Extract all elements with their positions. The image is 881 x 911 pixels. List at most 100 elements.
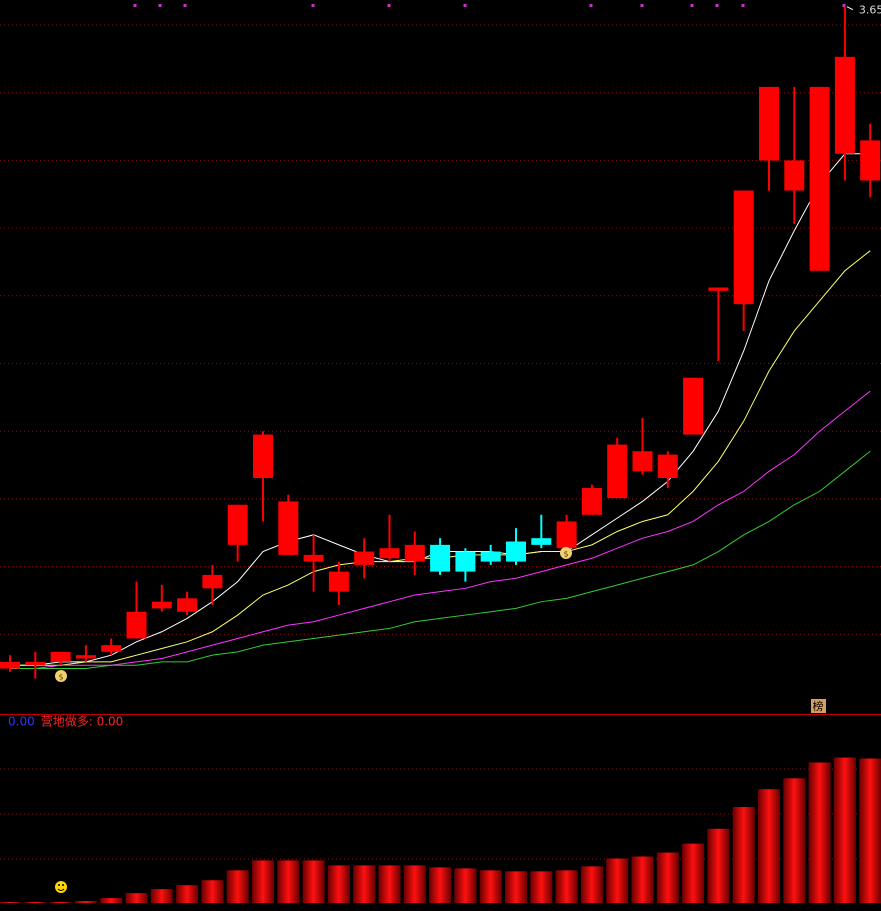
high-marker bbox=[846, 6, 854, 11]
indicator-bar bbox=[277, 860, 300, 903]
indicator-bar bbox=[252, 860, 274, 903]
indicator-bar bbox=[176, 885, 199, 903]
signal-dot bbox=[640, 4, 644, 7]
candle-body bbox=[303, 554, 324, 562]
candle-body bbox=[75, 655, 96, 659]
candle-body bbox=[733, 190, 754, 305]
high-label: 3.65 bbox=[859, 4, 881, 17]
signal-dot bbox=[589, 4, 593, 7]
indicator-bar bbox=[100, 898, 123, 903]
candle-body bbox=[759, 86, 779, 161]
indicator-bar bbox=[454, 868, 477, 903]
svg-text:$: $ bbox=[563, 550, 568, 559]
indicator-bar bbox=[0, 902, 21, 903]
candle-body bbox=[379, 548, 400, 559]
candle-body bbox=[708, 287, 729, 291]
indicator-bar bbox=[707, 828, 730, 903]
money-icon: $ bbox=[55, 670, 67, 682]
smiley-icon bbox=[55, 881, 67, 893]
moving-average-line bbox=[10, 250, 871, 666]
signal-dots bbox=[133, 4, 846, 7]
indicator-bar bbox=[201, 880, 224, 903]
signal-dot bbox=[842, 4, 846, 7]
candle-body bbox=[860, 140, 881, 181]
candle-body bbox=[430, 544, 451, 572]
moving-average-line bbox=[10, 390, 871, 670]
candle-body bbox=[581, 488, 602, 515]
indicator-label: 营地做多: 0.00 bbox=[41, 714, 124, 729]
candle-body bbox=[834, 56, 855, 154]
price-panel: 3.65 bbox=[0, 4, 881, 679]
indicator-bar bbox=[606, 858, 629, 903]
indicator-bar bbox=[859, 758, 881, 903]
candle-body bbox=[506, 541, 526, 562]
indicator-bar bbox=[479, 870, 502, 903]
indicator-bar bbox=[631, 856, 654, 903]
candle-body bbox=[683, 377, 704, 435]
indicator-panel: 0.00 营地做多: 0.00 bbox=[0, 714, 881, 903]
candle-body bbox=[531, 538, 552, 545]
grid bbox=[0, 24, 881, 860]
candle-body bbox=[455, 551, 476, 572]
indicator-bar bbox=[327, 865, 350, 903]
candle-body bbox=[177, 598, 198, 612]
candle-body bbox=[278, 501, 299, 555]
indicator-bar bbox=[125, 893, 148, 903]
candle-body bbox=[809, 86, 830, 271]
candle-body bbox=[227, 504, 248, 545]
money-icon: $ bbox=[560, 547, 572, 559]
indicator-bar bbox=[49, 902, 72, 903]
indicator-bar bbox=[580, 866, 603, 903]
indicator-bar bbox=[74, 901, 97, 903]
signal-dot bbox=[133, 4, 137, 7]
indicator-bar bbox=[403, 865, 426, 903]
candle-body bbox=[556, 521, 577, 549]
indicator-bar bbox=[302, 860, 325, 903]
candle-body bbox=[50, 651, 71, 662]
indicator-bar bbox=[758, 789, 780, 903]
candle-body bbox=[101, 645, 122, 652]
indicator-bar bbox=[783, 778, 806, 903]
candle-body bbox=[607, 444, 628, 499]
indicator-bar bbox=[833, 757, 856, 903]
candle-body bbox=[202, 574, 223, 589]
indicator-bar bbox=[505, 871, 527, 903]
indicator-bar bbox=[429, 867, 452, 903]
candle-body bbox=[328, 571, 349, 592]
signal-dot bbox=[741, 4, 745, 7]
moving-average-line bbox=[10, 450, 871, 670]
indicator-bar bbox=[555, 870, 578, 903]
indicator-bar bbox=[530, 871, 553, 903]
indicator-bar bbox=[656, 852, 679, 903]
badge-bg bbox=[811, 699, 826, 713]
svg-text:$: $ bbox=[58, 673, 63, 682]
indicator-bar bbox=[150, 889, 173, 903]
candle-body bbox=[784, 160, 805, 191]
candle-body bbox=[657, 454, 678, 479]
signal-dot bbox=[183, 4, 187, 7]
indicator-bar bbox=[353, 865, 376, 903]
indicator-bar bbox=[378, 865, 401, 903]
candle-body bbox=[0, 661, 20, 669]
candle-body bbox=[126, 611, 147, 639]
indicator-bar bbox=[682, 843, 705, 903]
candle-body bbox=[354, 551, 375, 565]
indicator-bar bbox=[24, 902, 47, 903]
indicator-bar bbox=[226, 870, 249, 903]
candle-body bbox=[151, 601, 172, 609]
signal-dot bbox=[690, 4, 694, 7]
signal-dot bbox=[387, 4, 391, 7]
indicator-bar bbox=[808, 762, 831, 903]
candle-body bbox=[480, 551, 501, 562]
signal-dot bbox=[715, 4, 719, 7]
signal-dot bbox=[158, 4, 162, 7]
signal-dot bbox=[311, 4, 315, 7]
candle-body bbox=[253, 434, 273, 479]
candle-body bbox=[632, 451, 653, 472]
candle-body bbox=[25, 661, 46, 666]
badge: 榜 bbox=[813, 699, 824, 713]
signal-dot bbox=[463, 4, 467, 7]
candle-body bbox=[404, 544, 425, 562]
indicator-label: 0.00 bbox=[8, 715, 35, 729]
